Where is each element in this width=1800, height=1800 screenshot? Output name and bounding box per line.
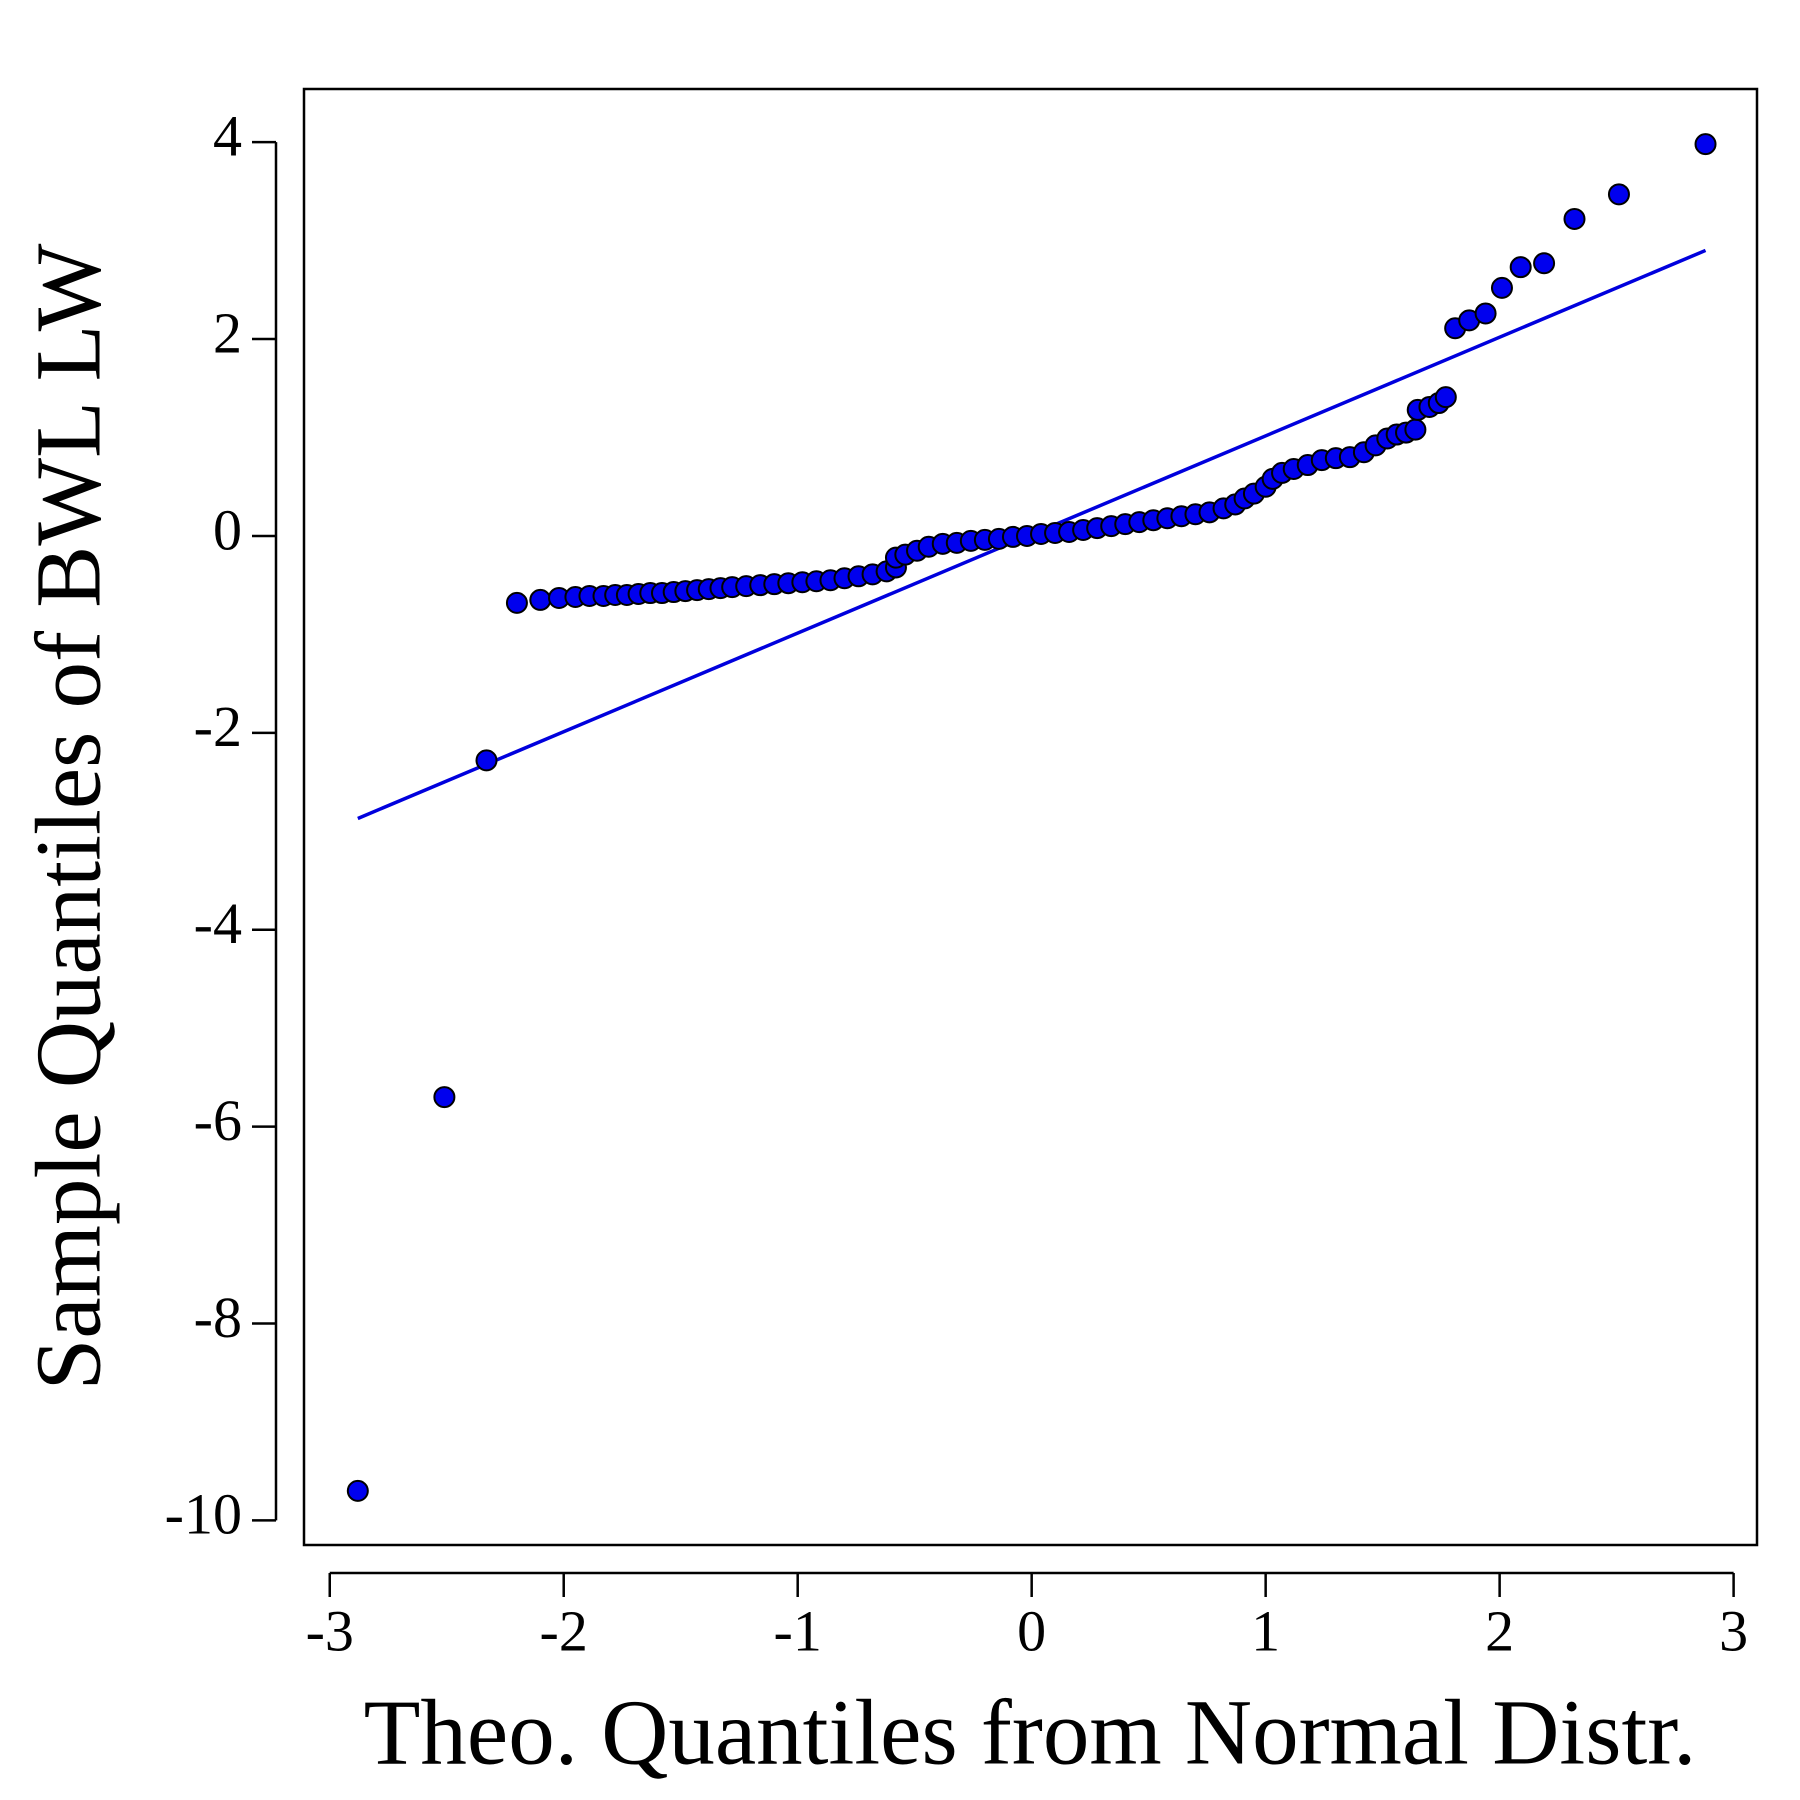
y-axis-label: Sample Quantiles of BWL LW	[17, 243, 120, 1390]
x-tick-label: 0	[1017, 1598, 1046, 1663]
y-tick-label: 2	[213, 300, 242, 365]
point	[1694, 133, 1717, 156]
y-tick-label: 0	[213, 497, 242, 562]
point	[1607, 183, 1630, 206]
x-tick-label: 3	[1719, 1598, 1748, 1663]
x-tick-label: 2	[1485, 1598, 1514, 1663]
y-tick-label: -8	[194, 1285, 242, 1350]
point	[1533, 252, 1556, 275]
x-axis-label: Theo. Quantiles from Normal Distr.	[364, 1681, 1697, 1784]
point	[475, 749, 498, 772]
y-tick-label: 4	[213, 103, 242, 168]
plot-frame	[302, 87, 1759, 1547]
x-tick-label: -1	[774, 1598, 822, 1663]
x-tick-label: -2	[540, 1598, 588, 1663]
point	[433, 1086, 456, 1109]
point	[529, 588, 552, 611]
y-tick-label: -10	[165, 1482, 242, 1547]
x-tick-label: 1	[1251, 1598, 1280, 1663]
y-tick-label: -2	[194, 694, 242, 759]
point	[1434, 386, 1457, 409]
point	[505, 591, 528, 614]
point	[1474, 302, 1497, 325]
point	[1404, 418, 1427, 441]
y-tick-label: -6	[194, 1088, 242, 1153]
x-tick-label: -3	[306, 1598, 354, 1663]
point	[346, 1479, 369, 1502]
y-tick-label: -4	[194, 891, 242, 956]
point	[1490, 276, 1513, 299]
point	[1563, 207, 1586, 230]
point	[1509, 256, 1532, 279]
